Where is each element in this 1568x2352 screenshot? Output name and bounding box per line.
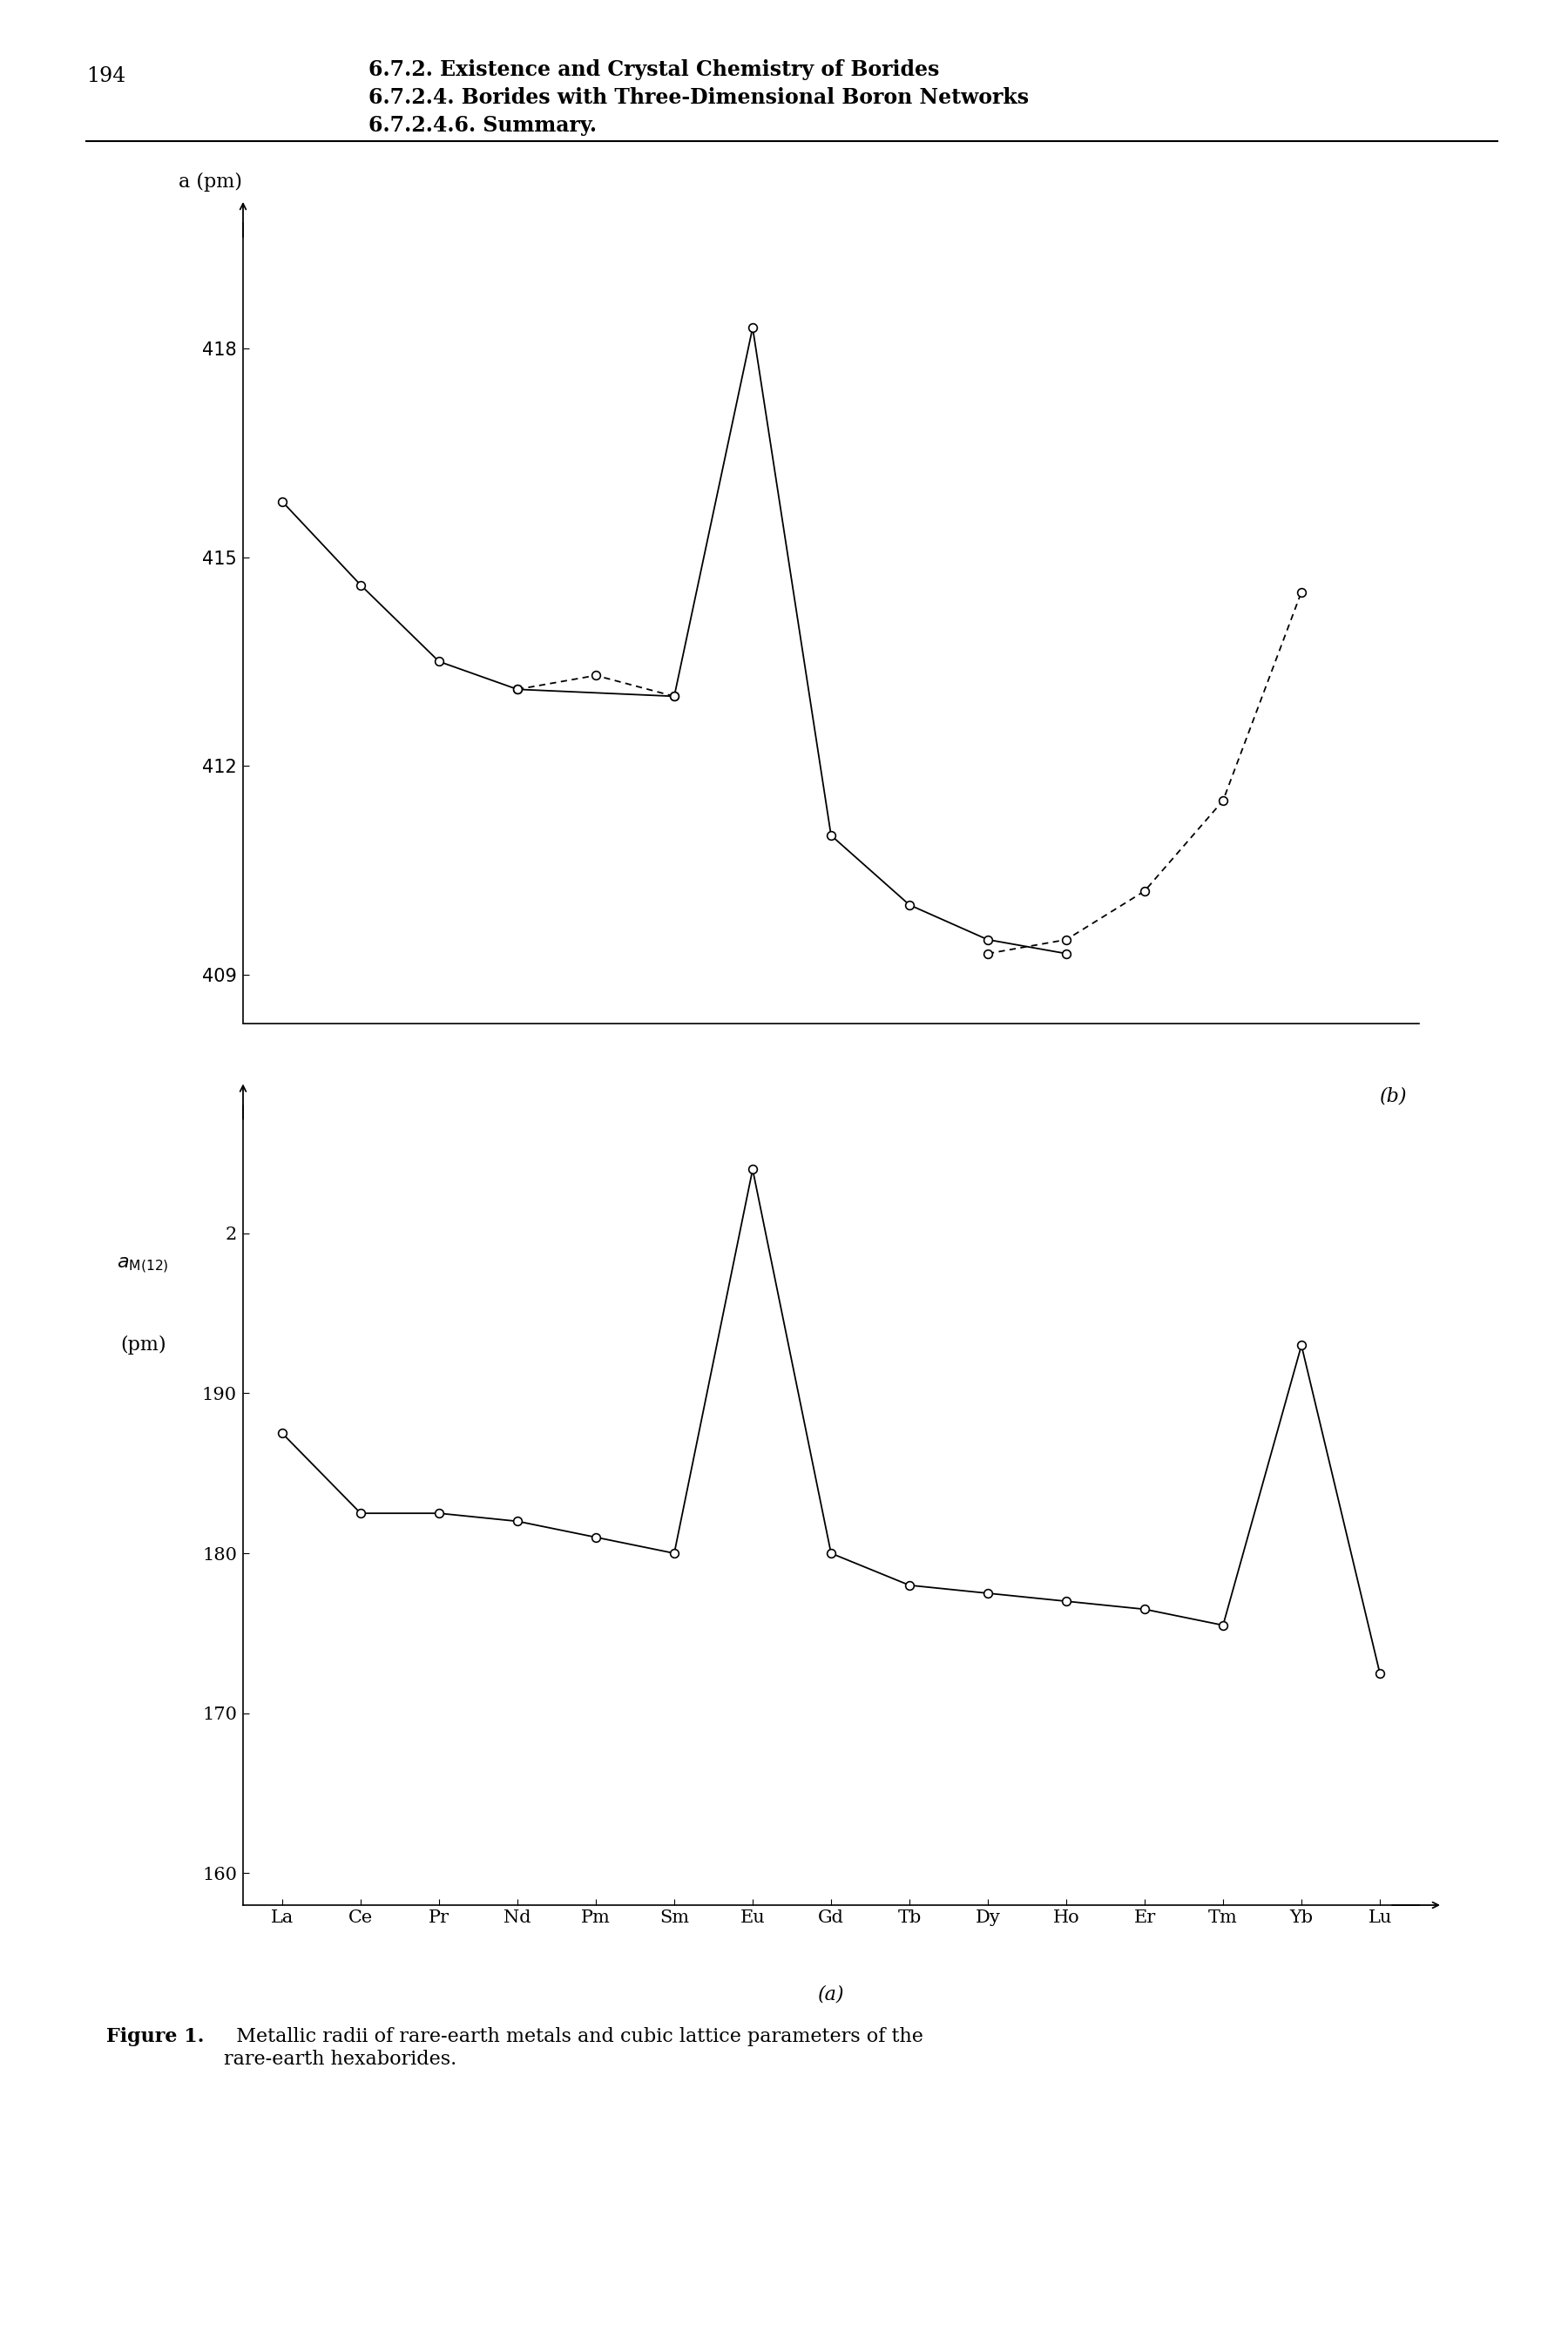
Text: 6.7.2.4.6. Summary.: 6.7.2.4.6. Summary. — [368, 115, 597, 136]
Text: Metallic radii of rare-earth metals and cubic lattice parameters of the
rare-ear: Metallic radii of rare-earth metals and … — [224, 2027, 924, 2070]
Text: Figure 1.: Figure 1. — [107, 2027, 204, 2046]
Text: $a_{\mathsf{M(12)}}$: $a_{\mathsf{M(12)}}$ — [118, 1256, 169, 1275]
Text: (pm): (pm) — [121, 1336, 166, 1355]
Text: 194: 194 — [86, 66, 125, 87]
Text: 6.7.2.4. Borides with Three-Dimensional Boron Networks: 6.7.2.4. Borides with Three-Dimensional … — [368, 87, 1029, 108]
Text: (b): (b) — [1380, 1087, 1408, 1105]
Text: a (pm): a (pm) — [179, 172, 241, 191]
Text: (a): (a) — [818, 1985, 844, 2004]
Text: 6.7.2. Existence and Crystal Chemistry of Borides: 6.7.2. Existence and Crystal Chemistry o… — [368, 59, 939, 80]
